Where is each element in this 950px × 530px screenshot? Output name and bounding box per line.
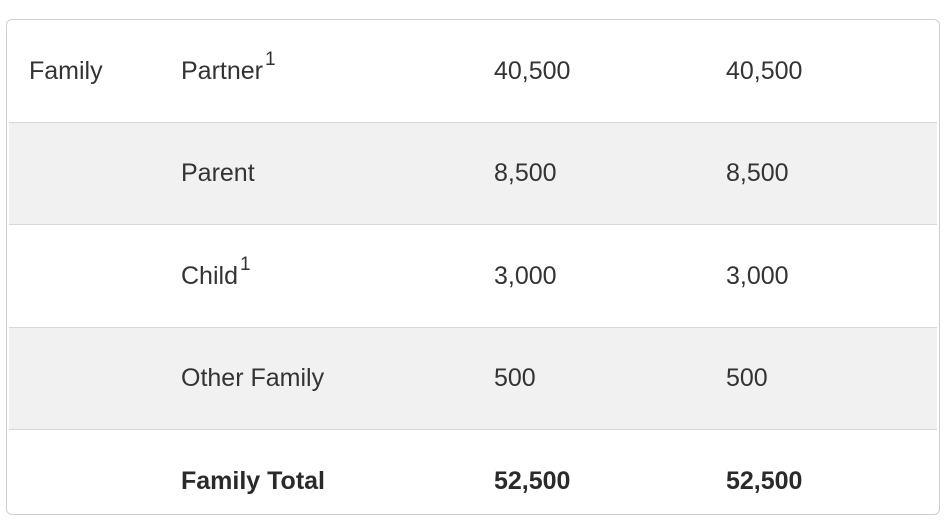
group-label: Family (29, 56, 103, 85)
value-column-1: 40,500 (494, 56, 571, 85)
table-row: Parent 8,500 8,500 (9, 122, 937, 225)
footnote-marker: 1 (239, 254, 251, 276)
total-row: Family Total 52,500 52,500 (9, 430, 937, 514)
item-label: Child (181, 261, 238, 290)
table-row: Other Family 500 500 (9, 327, 937, 430)
item-label: Parent (181, 159, 255, 188)
table-row: Child 1 3,000 3,000 (9, 225, 937, 328)
total-value-2: 52,500 (726, 467, 803, 496)
total-value-1: 52,500 (494, 467, 571, 496)
item-label: Partner (181, 56, 263, 85)
item-label: Other Family (181, 364, 325, 393)
value-column-1: 500 (494, 364, 536, 393)
item-label-cell: Child 1 (181, 255, 251, 291)
value-column-2: 500 (726, 364, 768, 393)
value-column-2: 8,500 (726, 159, 789, 188)
value-column-1: 3,000 (494, 261, 557, 290)
footnote-marker: 1 (264, 49, 276, 71)
value-column-2: 40,500 (726, 56, 803, 85)
total-label: Family Total (181, 467, 326, 496)
data-table: Family Partner 1 40,500 40,500 Parent 8,5… (6, 19, 940, 515)
table-row: Family Partner 1 40,500 40,500 (9, 20, 937, 123)
value-column-2: 3,000 (726, 261, 789, 290)
value-column-1: 8,500 (494, 159, 557, 188)
item-label-cell: Partner 1 (181, 50, 276, 86)
